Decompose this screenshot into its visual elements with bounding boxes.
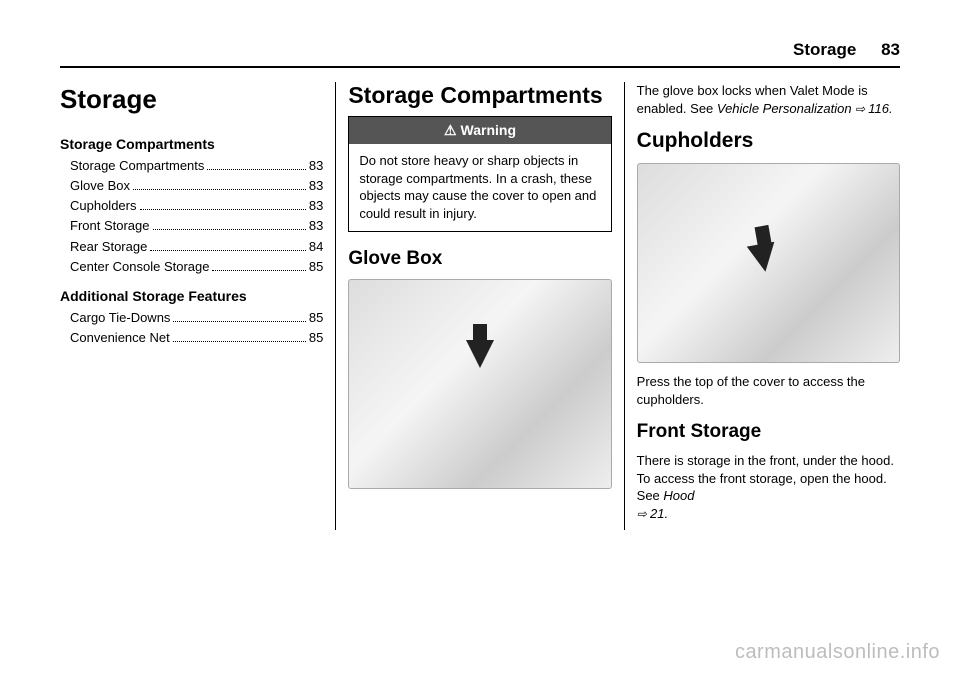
section-title-storage-compartments: Storage Compartments [348,82,611,108]
front-storage-ref-page: 21 [650,506,664,521]
page-title: Storage [60,82,323,117]
cupholders-caption: Press the top of the cover to access the… [637,373,900,408]
warning-header: ⚠ Warning [349,117,610,144]
content-columns: Storage Storage Compartments Storage Com… [60,82,900,530]
period: . [889,101,893,116]
ref-icon: ⇨ [637,507,650,521]
warning-box: ⚠ Warning Do not store heavy or sharp ob… [348,116,611,231]
toc-page: 83 [309,196,323,216]
watermark: carmanualsonline.info [735,641,940,664]
toc-page: 83 [309,156,323,176]
toc-list-1: Storage Compartments 83Glove Box 83Cupho… [70,156,323,277]
toc-label: Front Storage [70,216,150,236]
toc-row: Rear Storage 84 [70,237,323,257]
column-2: Storage Compartments ⚠ Warning Do not st… [336,82,624,530]
glovebox-title: Glove Box [348,246,611,272]
warning-body: Do not store heavy or sharp objects in s… [349,144,610,230]
glovebox-ref: Vehicle Personalization [717,101,852,116]
chapter-name: Storage [793,40,856,59]
period: . [665,506,669,521]
toc-row: Front Storage 83 [70,216,323,236]
toc-row: Cupholders 83 [70,196,323,216]
toc-page: 83 [309,176,323,196]
toc-label: Convenience Net [70,328,170,348]
toc-label: Center Console Storage [70,257,209,277]
toc-page: 85 [309,328,323,348]
toc-dots [173,311,305,321]
glovebox-image [348,279,611,489]
ref-icon: ⇨ [852,102,869,116]
toc-row: Convenience Net 85 [70,328,323,348]
front-storage-ref: Hood [663,488,694,503]
arrow-icon [466,340,494,368]
column-3: The glove box locks when Valet Mode is e… [625,82,900,530]
toc-row: Cargo Tie-Downs 85 [70,308,323,328]
toc-dots [150,240,306,250]
front-storage-title: Front Storage [637,419,900,445]
manual-page: Storage 83 Storage Storage Compartments … [0,0,960,678]
toc-label: Cargo Tie-Downs [70,308,170,328]
glovebox-ref-page: 116 [868,101,889,116]
warning-icon: ⚠ [444,121,457,140]
toc-page: 85 [309,257,323,277]
toc-heading-1: Storage Compartments [60,135,323,154]
toc-label: Cupholders [70,196,137,216]
toc-label: Storage Compartments [70,156,204,176]
toc-row: Glove Box 83 [70,176,323,196]
toc-dots [212,260,305,270]
toc-page: 84 [309,237,323,257]
cupholders-title: Cupholders [637,127,900,155]
toc-label: Glove Box [70,176,130,196]
toc-row: Center Console Storage 85 [70,257,323,277]
toc-dots [153,220,306,230]
page-number: 83 [881,40,900,59]
toc-page: 83 [309,216,323,236]
toc-page: 85 [309,308,323,328]
arrow-icon [747,242,779,274]
front-storage-body: There is storage in the front, under the… [637,452,900,522]
toc-list-2: Cargo Tie-Downs 85Convenience Net 85 [70,308,323,348]
page-header: Storage 83 [60,40,900,68]
toc-dots [173,331,306,341]
column-1: Storage Storage Compartments Storage Com… [60,82,336,530]
toc-dots [207,160,305,170]
toc-heading-2: Additional Storage Features [60,287,323,306]
toc-label: Rear Storage [70,237,147,257]
glovebox-note: The glove box locks when Valet Mode is e… [637,82,900,117]
warning-label: Warning [461,121,516,140]
cupholder-image [637,163,900,363]
toc-dots [140,200,306,210]
toc-row: Storage Compartments 83 [70,156,323,176]
toc-dots [133,180,306,190]
